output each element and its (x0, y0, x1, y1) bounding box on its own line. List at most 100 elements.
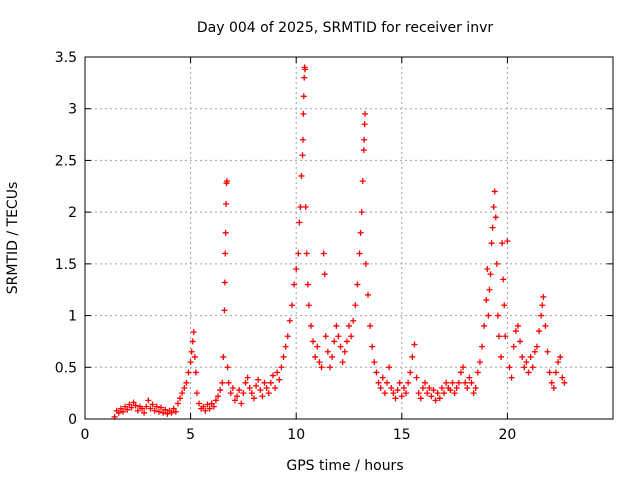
data-point (307, 322, 314, 329)
data-point (359, 178, 366, 185)
data-point (474, 369, 481, 376)
data-point (388, 384, 395, 391)
data-point (219, 379, 226, 386)
data-point (365, 291, 372, 298)
x-tick-label: 10 (287, 427, 305, 443)
data-point (304, 281, 311, 288)
data-point (491, 188, 498, 195)
data-point (390, 390, 397, 397)
data-point (183, 379, 190, 386)
data-point (259, 393, 266, 400)
data-point (386, 364, 393, 371)
data-point (403, 390, 410, 397)
y-tick-label: 0.5 (55, 360, 77, 376)
data-point (358, 209, 365, 216)
data-point (299, 136, 306, 143)
data-point (208, 400, 215, 407)
data-point (223, 178, 230, 185)
data-point (411, 341, 418, 348)
data-point (415, 390, 422, 397)
data-point (483, 297, 490, 304)
data-point (242, 379, 249, 386)
data-point (536, 328, 543, 335)
y-tick-label: 1 (68, 309, 77, 325)
data-point (453, 384, 460, 391)
data-point (400, 384, 407, 391)
data-point (276, 376, 283, 383)
data-point (295, 250, 302, 257)
x-tick-label: 15 (393, 427, 411, 443)
data-point (196, 400, 203, 407)
data-point (302, 203, 309, 210)
data-point (357, 229, 364, 236)
data-point (282, 343, 289, 350)
data-point (202, 407, 209, 414)
data-point (126, 401, 133, 408)
y-tick-label: 2.5 (55, 153, 77, 169)
data-point (160, 409, 167, 416)
data-point (222, 250, 229, 257)
data-point (488, 240, 495, 247)
data-point (392, 395, 399, 402)
data-point (443, 379, 450, 386)
data-point (377, 384, 384, 391)
data-point (449, 379, 456, 386)
data-point (298, 172, 305, 179)
data-point (457, 369, 464, 376)
data-point (544, 348, 551, 355)
data-point (466, 374, 473, 381)
data-point (499, 240, 506, 247)
data-point (346, 322, 352, 329)
data-point (302, 66, 309, 73)
data-point (486, 286, 493, 293)
data-point (278, 364, 285, 371)
data-point (352, 302, 359, 309)
chart-grid (85, 57, 613, 419)
data-point (438, 384, 445, 391)
data-point (310, 338, 317, 345)
data-point (280, 353, 287, 360)
data-point (398, 393, 405, 400)
data-point (296, 219, 303, 226)
data-point (128, 404, 135, 411)
data-point (151, 407, 158, 414)
data-point (240, 390, 247, 397)
data-point (174, 400, 181, 407)
data-point (441, 390, 448, 397)
data-point (236, 387, 243, 394)
data-point (333, 322, 340, 329)
data-point (120, 408, 127, 415)
data-point (221, 307, 228, 314)
data-point (550, 384, 557, 391)
data-point (413, 374, 420, 381)
data-point (472, 384, 479, 391)
data-point (494, 312, 501, 319)
data-point (162, 406, 169, 413)
data-point (300, 93, 307, 100)
data-point (212, 397, 219, 404)
data-point (468, 379, 475, 386)
data-point (301, 74, 308, 81)
data-point (132, 402, 139, 409)
data-point (369, 343, 376, 350)
data-point (434, 390, 441, 397)
data-point (529, 364, 536, 371)
data-point (257, 387, 264, 394)
data-point (293, 266, 300, 273)
data-point (220, 353, 227, 360)
data-point (361, 121, 368, 128)
data-point (244, 374, 251, 381)
data-point (222, 229, 229, 236)
data-point (417, 395, 424, 402)
data-point (337, 343, 344, 350)
data-point (490, 203, 497, 210)
data-point (373, 369, 380, 376)
data-point (267, 379, 274, 386)
data-point (492, 214, 499, 221)
data-point (540, 293, 547, 300)
data-point (470, 390, 477, 397)
data-point (361, 136, 368, 143)
data-point (396, 379, 403, 386)
data-point (531, 348, 538, 355)
